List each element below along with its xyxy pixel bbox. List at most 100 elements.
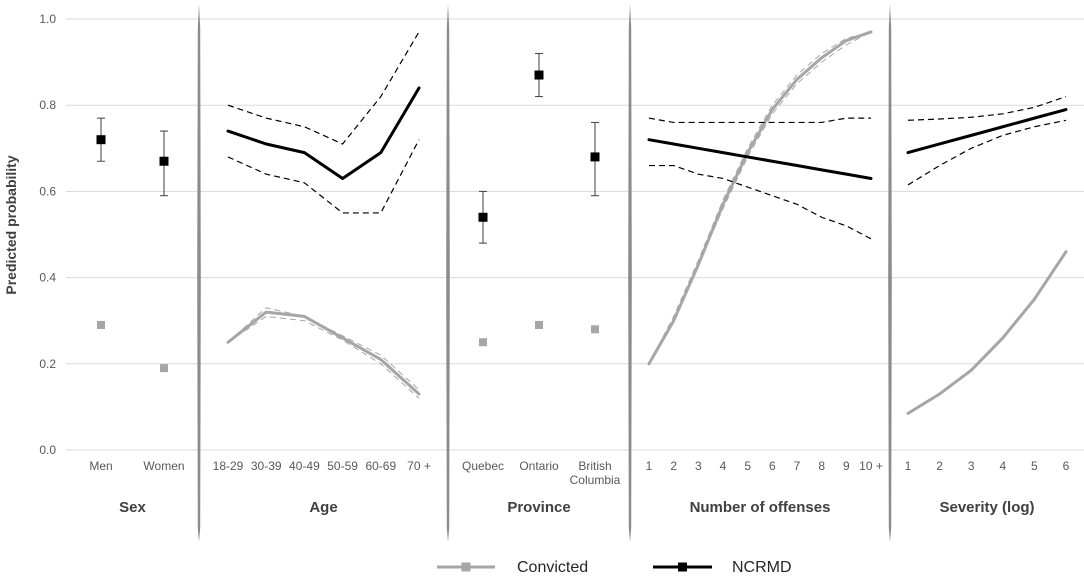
x-tick-label: 4 [720, 459, 727, 473]
x-tick-label-line: 3 [695, 459, 702, 473]
x-tick-label-line: 3 [968, 459, 975, 473]
x-tick-label-line: 7 [794, 459, 801, 473]
x-tick-label-line: 1 [646, 459, 653, 473]
x-tick-label: Quebec [462, 459, 504, 473]
x-tick-label: 7 [794, 459, 801, 473]
series-ncrmd-line [906, 108, 1068, 155]
x-tick-label-line: British [578, 459, 611, 473]
panel-title: Number of offenses [690, 499, 831, 516]
series-convicted-ci-lower [648, 31, 872, 365]
x-tick-label-line: 4 [999, 459, 1006, 473]
panel-separator [446, 4, 450, 542]
x-tick-label: 8 [818, 459, 825, 473]
legend-convicted-marker [461, 562, 471, 572]
y-tick-label: 0.2 [39, 357, 56, 371]
x-tick-label: Men [89, 459, 112, 473]
x-tick-label-line: 30-39 [251, 459, 282, 473]
x-tick-label-line: 5 [744, 459, 751, 473]
x-tick-label: 60-69 [365, 459, 396, 473]
legend-ncrmd-label: NCRMD [732, 559, 792, 576]
x-tick-label-line: 40-49 [289, 459, 320, 473]
legend: Convicted NCRMD [437, 559, 792, 576]
series-ncrmd-point [590, 152, 600, 162]
series-convicted-point [97, 321, 105, 330]
x-tick-label: 40-49 [289, 459, 320, 473]
x-tick-label-line: 6 [769, 459, 776, 473]
x-tick-label: 10 + [859, 459, 883, 473]
legend-convicted-label: Convicted [517, 559, 588, 576]
series-convicted-point [160, 364, 168, 373]
y-axis: Predicted probability 0.0 0.2 0.4 0.6 0.8 1.0 [3, 12, 56, 457]
x-tick-label-line: 8 [818, 459, 825, 473]
x-tick-label-line: Columbia [570, 473, 621, 487]
series-ncrmd-ci-lower [907, 119, 1067, 186]
x-tick-label: 5 [1031, 459, 1038, 473]
series-convicted-line [906, 250, 1068, 415]
legend-ncrmd-marker [678, 562, 687, 572]
series-ncrmd-point [96, 135, 106, 145]
panel-age: 18-29 30-39 40-49 50-59 60-69 70 + Age [213, 31, 431, 516]
series-convicted-line [647, 30, 873, 366]
x-tick-label-line: 2 [670, 459, 677, 473]
panel-separator [197, 4, 201, 542]
series-ncrmd-ci-lower [227, 139, 420, 214]
x-tick-label-line: 4 [720, 459, 727, 473]
x-tick-label-line: 70 + [407, 459, 431, 473]
x-tick-label-line: Women [143, 459, 184, 473]
series-ncrmd-ci-upper [907, 96, 1067, 121]
series-convicted-line [226, 310, 421, 396]
x-tick-label-line: 2 [936, 459, 943, 473]
x-tick-label-line: 18-29 [213, 459, 244, 473]
y-tick-label: 0.6 [39, 184, 56, 198]
panel-separator [628, 4, 632, 542]
panels: Men Women Sex 18-29 30-39 40-49 50-59 60-69 70 +… [89, 30, 1070, 516]
x-tick-label: Ontario [519, 459, 559, 473]
x-tick-label: 1 [905, 459, 912, 473]
panel-separator [888, 4, 892, 542]
x-tick-label: 6 [1063, 459, 1070, 473]
x-tick-label-line: 9 [843, 459, 850, 473]
panel-title: Province [507, 499, 570, 516]
x-tick-label-line: 6 [1063, 459, 1070, 473]
series-ncrmd-line [226, 86, 421, 180]
x-tick-label: 2 [936, 459, 943, 473]
x-tick-label: 50-59 [327, 459, 358, 473]
x-tick-label: 6 [769, 459, 776, 473]
x-tick-label: 18-29 [213, 459, 244, 473]
x-tick-label: 2 [670, 459, 677, 473]
x-tick-label-line: 1 [905, 459, 912, 473]
y-tick-label: 0.0 [39, 443, 56, 457]
x-tick-label: 3 [695, 459, 702, 473]
panel-severity-log-: 1 2 3 4 5 6 Severity (log) [905, 96, 1070, 516]
panel-separators [197, 4, 892, 542]
x-tick-label: 9 [843, 459, 850, 473]
y-tick-label: 0.4 [39, 271, 56, 285]
series-convicted-point [479, 338, 487, 347]
series-ncrmd-ci-upper [648, 117, 871, 124]
series-convicted-point [591, 325, 599, 334]
x-tick-label-line: 10 + [859, 459, 883, 473]
x-tick-label-line: Quebec [462, 459, 504, 473]
x-tick-label: 4 [999, 459, 1006, 473]
x-tick-label-line: 50-59 [327, 459, 358, 473]
series-ncrmd-ci-lower [649, 164, 872, 240]
x-tick-label-line: 60-69 [365, 459, 396, 473]
gridlines [66, 18, 1084, 451]
panel-title: Severity (log) [939, 499, 1034, 516]
series-convicted-ci-lower [227, 315, 420, 399]
panel-title: Age [309, 499, 337, 516]
x-tick-label: 5 [744, 459, 751, 473]
x-tick-label-line: Ontario [519, 459, 559, 473]
series-ncrmd-point [478, 212, 488, 222]
series-ncrmd-line [647, 138, 873, 180]
x-tick-label: 30-39 [251, 459, 282, 473]
x-tick-label: Women [143, 459, 184, 473]
x-tick-label-line: Men [89, 459, 112, 473]
series-ncrmd-ci-upper [227, 31, 420, 145]
x-tick-label: 1 [646, 459, 653, 473]
series-convicted-point [535, 321, 543, 330]
x-tick-label: 70 + [407, 459, 431, 473]
